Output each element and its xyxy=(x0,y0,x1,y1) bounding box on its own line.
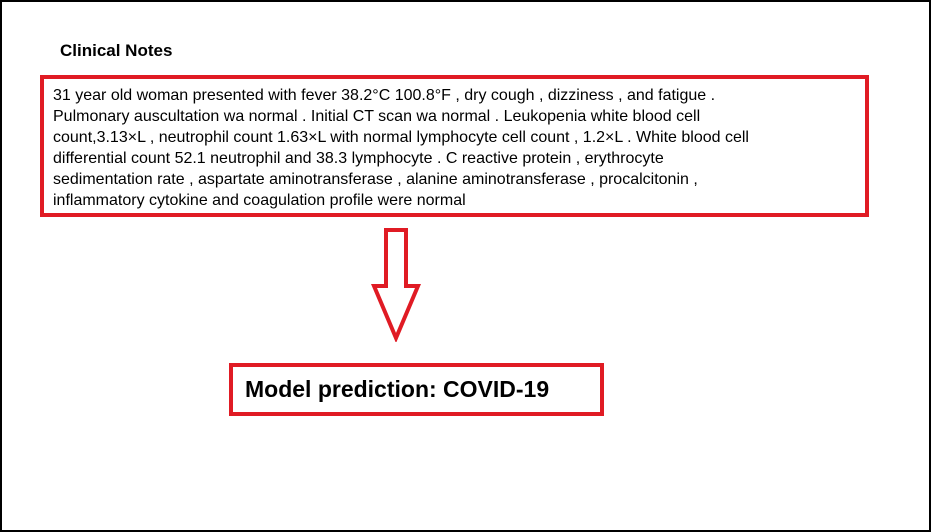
notes-line: differential count 52.1 neutrophil and 3… xyxy=(53,150,664,167)
clinical-notes-title: Clinical Notes xyxy=(60,41,173,60)
clinical-notes-box: 31 year old woman presented with fever 3… xyxy=(40,75,869,217)
down-arrow-shape xyxy=(371,228,421,342)
model-prediction-box: Model prediction: COVID-19 xyxy=(229,363,604,416)
notes-line: count,3.13×L , neutrophil count 1.63×L w… xyxy=(53,129,749,146)
notes-line: sedimentation rate , aspartate aminotran… xyxy=(53,171,698,188)
down-arrow-icon xyxy=(371,228,421,342)
notes-line: inflammatory cytokine and coagulation pr… xyxy=(53,192,466,209)
model-prediction-label: Model prediction: COVID-19 xyxy=(245,376,550,402)
notes-line: Pulmonary auscultation wa normal . Initi… xyxy=(53,108,701,125)
notes-line: 31 year old woman presented with fever 3… xyxy=(53,87,716,104)
